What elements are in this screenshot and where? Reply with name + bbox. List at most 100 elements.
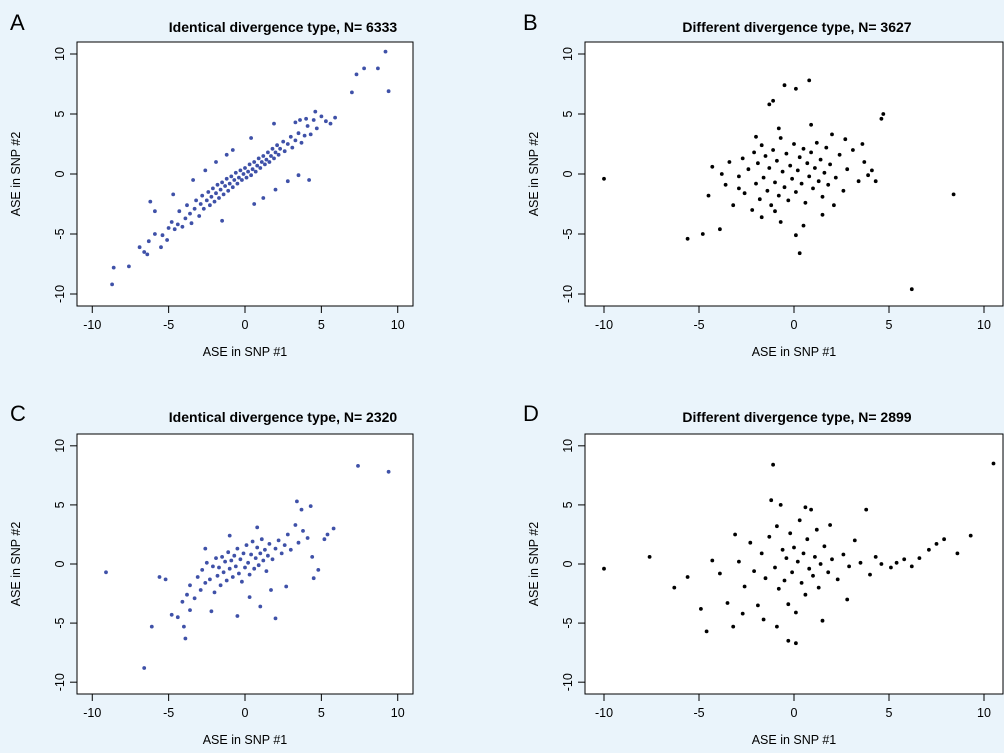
data-point [759, 215, 764, 220]
data-point [782, 578, 787, 583]
data-point [909, 287, 914, 292]
data-point [195, 575, 200, 579]
x-tick-label: 5 [318, 706, 325, 720]
data-point [208, 577, 212, 582]
data-point [299, 507, 304, 512]
data-point [761, 175, 766, 180]
data-point [773, 565, 777, 570]
data-point [188, 583, 192, 588]
data-point [194, 198, 199, 203]
data-point [185, 203, 189, 208]
data-point [792, 142, 796, 146]
data-point [290, 145, 295, 150]
y-tick-label: 5 [561, 501, 575, 508]
x-tick-label: 10 [391, 706, 405, 720]
scatter-points [104, 464, 391, 670]
data-point [244, 543, 249, 547]
data-point [185, 592, 189, 597]
data-point [258, 551, 263, 556]
x-tick-label: 0 [242, 318, 249, 332]
data-point [797, 251, 802, 256]
data-point [824, 145, 829, 150]
data-point [311, 118, 316, 122]
data-point [782, 83, 787, 88]
data-point [873, 179, 878, 184]
data-point [249, 136, 254, 140]
x-tick-label: -5 [163, 706, 174, 720]
data-point [220, 180, 225, 185]
data-point [778, 503, 783, 507]
y-tick-label: 10 [561, 439, 575, 453]
data-point [258, 166, 263, 170]
x-tick-label: -10 [595, 706, 613, 720]
data-point [266, 150, 270, 155]
data-point [212, 590, 217, 595]
data-point [845, 167, 850, 172]
data-point [324, 119, 328, 124]
data-point [807, 566, 812, 571]
data-point [727, 160, 732, 164]
y-tick-label: 10 [561, 47, 575, 61]
data-point [828, 162, 832, 167]
data-point [816, 179, 821, 184]
data-point [788, 531, 793, 536]
data-point [799, 581, 804, 585]
data-point [256, 156, 261, 161]
data-point [955, 551, 960, 556]
data-point [805, 537, 810, 542]
data-point [169, 612, 174, 617]
data-point [833, 175, 838, 180]
panel-d: D Different divergence type, N= 2899 -10 -5… [523, 401, 1004, 747]
data-point [733, 532, 737, 537]
data-point [157, 575, 162, 579]
data-point [293, 138, 298, 143]
data-point [856, 179, 861, 184]
data-point [182, 624, 186, 629]
data-point [305, 536, 310, 540]
data-point [737, 559, 741, 564]
data-point [991, 461, 996, 466]
data-point [250, 539, 255, 544]
chart-title: Different divergence type, N= 3627 [682, 19, 911, 35]
data-point [685, 575, 690, 579]
data-point [270, 146, 275, 151]
y-tick-label: 5 [53, 501, 67, 508]
data-point [814, 527, 819, 532]
data-point [784, 556, 789, 560]
data-point [201, 206, 206, 211]
data-point [203, 546, 208, 551]
data-point [718, 571, 722, 576]
data-point [797, 155, 802, 160]
data-point [206, 190, 211, 194]
data-point [142, 666, 147, 670]
data-point [788, 163, 793, 168]
data-point [126, 264, 131, 269]
data-point [211, 186, 215, 191]
data-point [200, 568, 205, 572]
data-point [238, 168, 243, 173]
data-point [794, 641, 798, 646]
data-point [795, 168, 800, 173]
data-point [259, 160, 264, 164]
x-axis-label: ASE in SNP #1 [752, 345, 837, 359]
data-point [811, 573, 815, 578]
y-tick-label: -10 [561, 673, 575, 691]
data-point [224, 152, 229, 157]
data-point [807, 174, 812, 179]
data-point [879, 562, 884, 566]
data-point [227, 566, 232, 571]
data-point [354, 72, 359, 77]
data-point [240, 178, 244, 182]
data-point [794, 233, 798, 238]
data-point [780, 169, 785, 174]
data-point [672, 585, 677, 590]
data-point [230, 185, 235, 190]
data-point [818, 562, 823, 566]
data-point [137, 245, 142, 250]
data-point [198, 588, 203, 592]
y-axis-label: ASE in SNP #2 [9, 522, 23, 607]
data-point [172, 227, 177, 232]
data-point [284, 584, 289, 589]
data-point [841, 188, 846, 193]
data-point [790, 570, 794, 575]
